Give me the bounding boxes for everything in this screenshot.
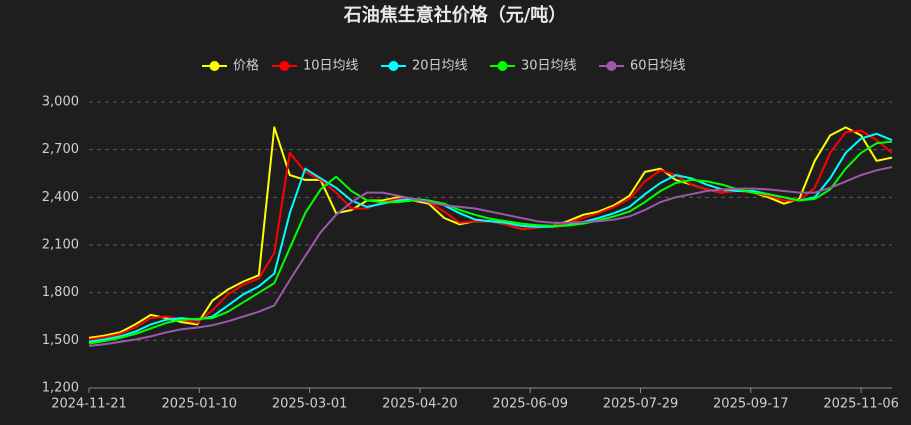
x-tick-label: 2025-06-09	[492, 397, 568, 412]
x-tick-label: 2025-07-29	[603, 397, 679, 412]
legend-label[interactable]: 价格	[233, 58, 259, 74]
y-tick-label: 2,400	[42, 190, 79, 205]
series-line	[88, 166, 893, 347]
x-tick-label: 2025-01-10	[162, 397, 238, 412]
y-tick-label: 1,800	[42, 285, 79, 300]
chart-title: 石油焦生意社价格（元/吨）	[343, 4, 567, 26]
x-tick-label: 2024-11-21	[51, 397, 127, 412]
legend-label[interactable]: 20日均线	[412, 59, 468, 74]
x-tick-label: 2025-11-06	[823, 397, 899, 412]
x-tick-label: 2025-03-01	[272, 397, 348, 412]
legend-marker	[388, 61, 399, 71]
legend-label[interactable]: 60日均线	[630, 59, 686, 74]
y-tick-label: 2,700	[42, 142, 79, 157]
y-tick-label: 1,500	[42, 333, 79, 348]
x-tick-label: 2025-04-20	[382, 397, 458, 412]
legend-marker	[209, 61, 220, 71]
series-line	[88, 129, 893, 341]
x-tick-label: 2025-09-17	[713, 397, 789, 412]
y-tick-label: 1,200	[42, 381, 79, 396]
series-line	[88, 140, 893, 345]
legend-label[interactable]: 10日均线	[303, 59, 359, 74]
legend-marker	[279, 61, 290, 71]
y-tick-label: 2,100	[42, 238, 79, 253]
y-tick-label: 3,000	[42, 95, 79, 110]
legend-marker	[606, 61, 617, 71]
legend-marker	[497, 61, 508, 71]
series-line	[88, 132, 893, 343]
series-line	[88, 126, 893, 339]
legend-label[interactable]: 30日均线	[521, 59, 577, 74]
